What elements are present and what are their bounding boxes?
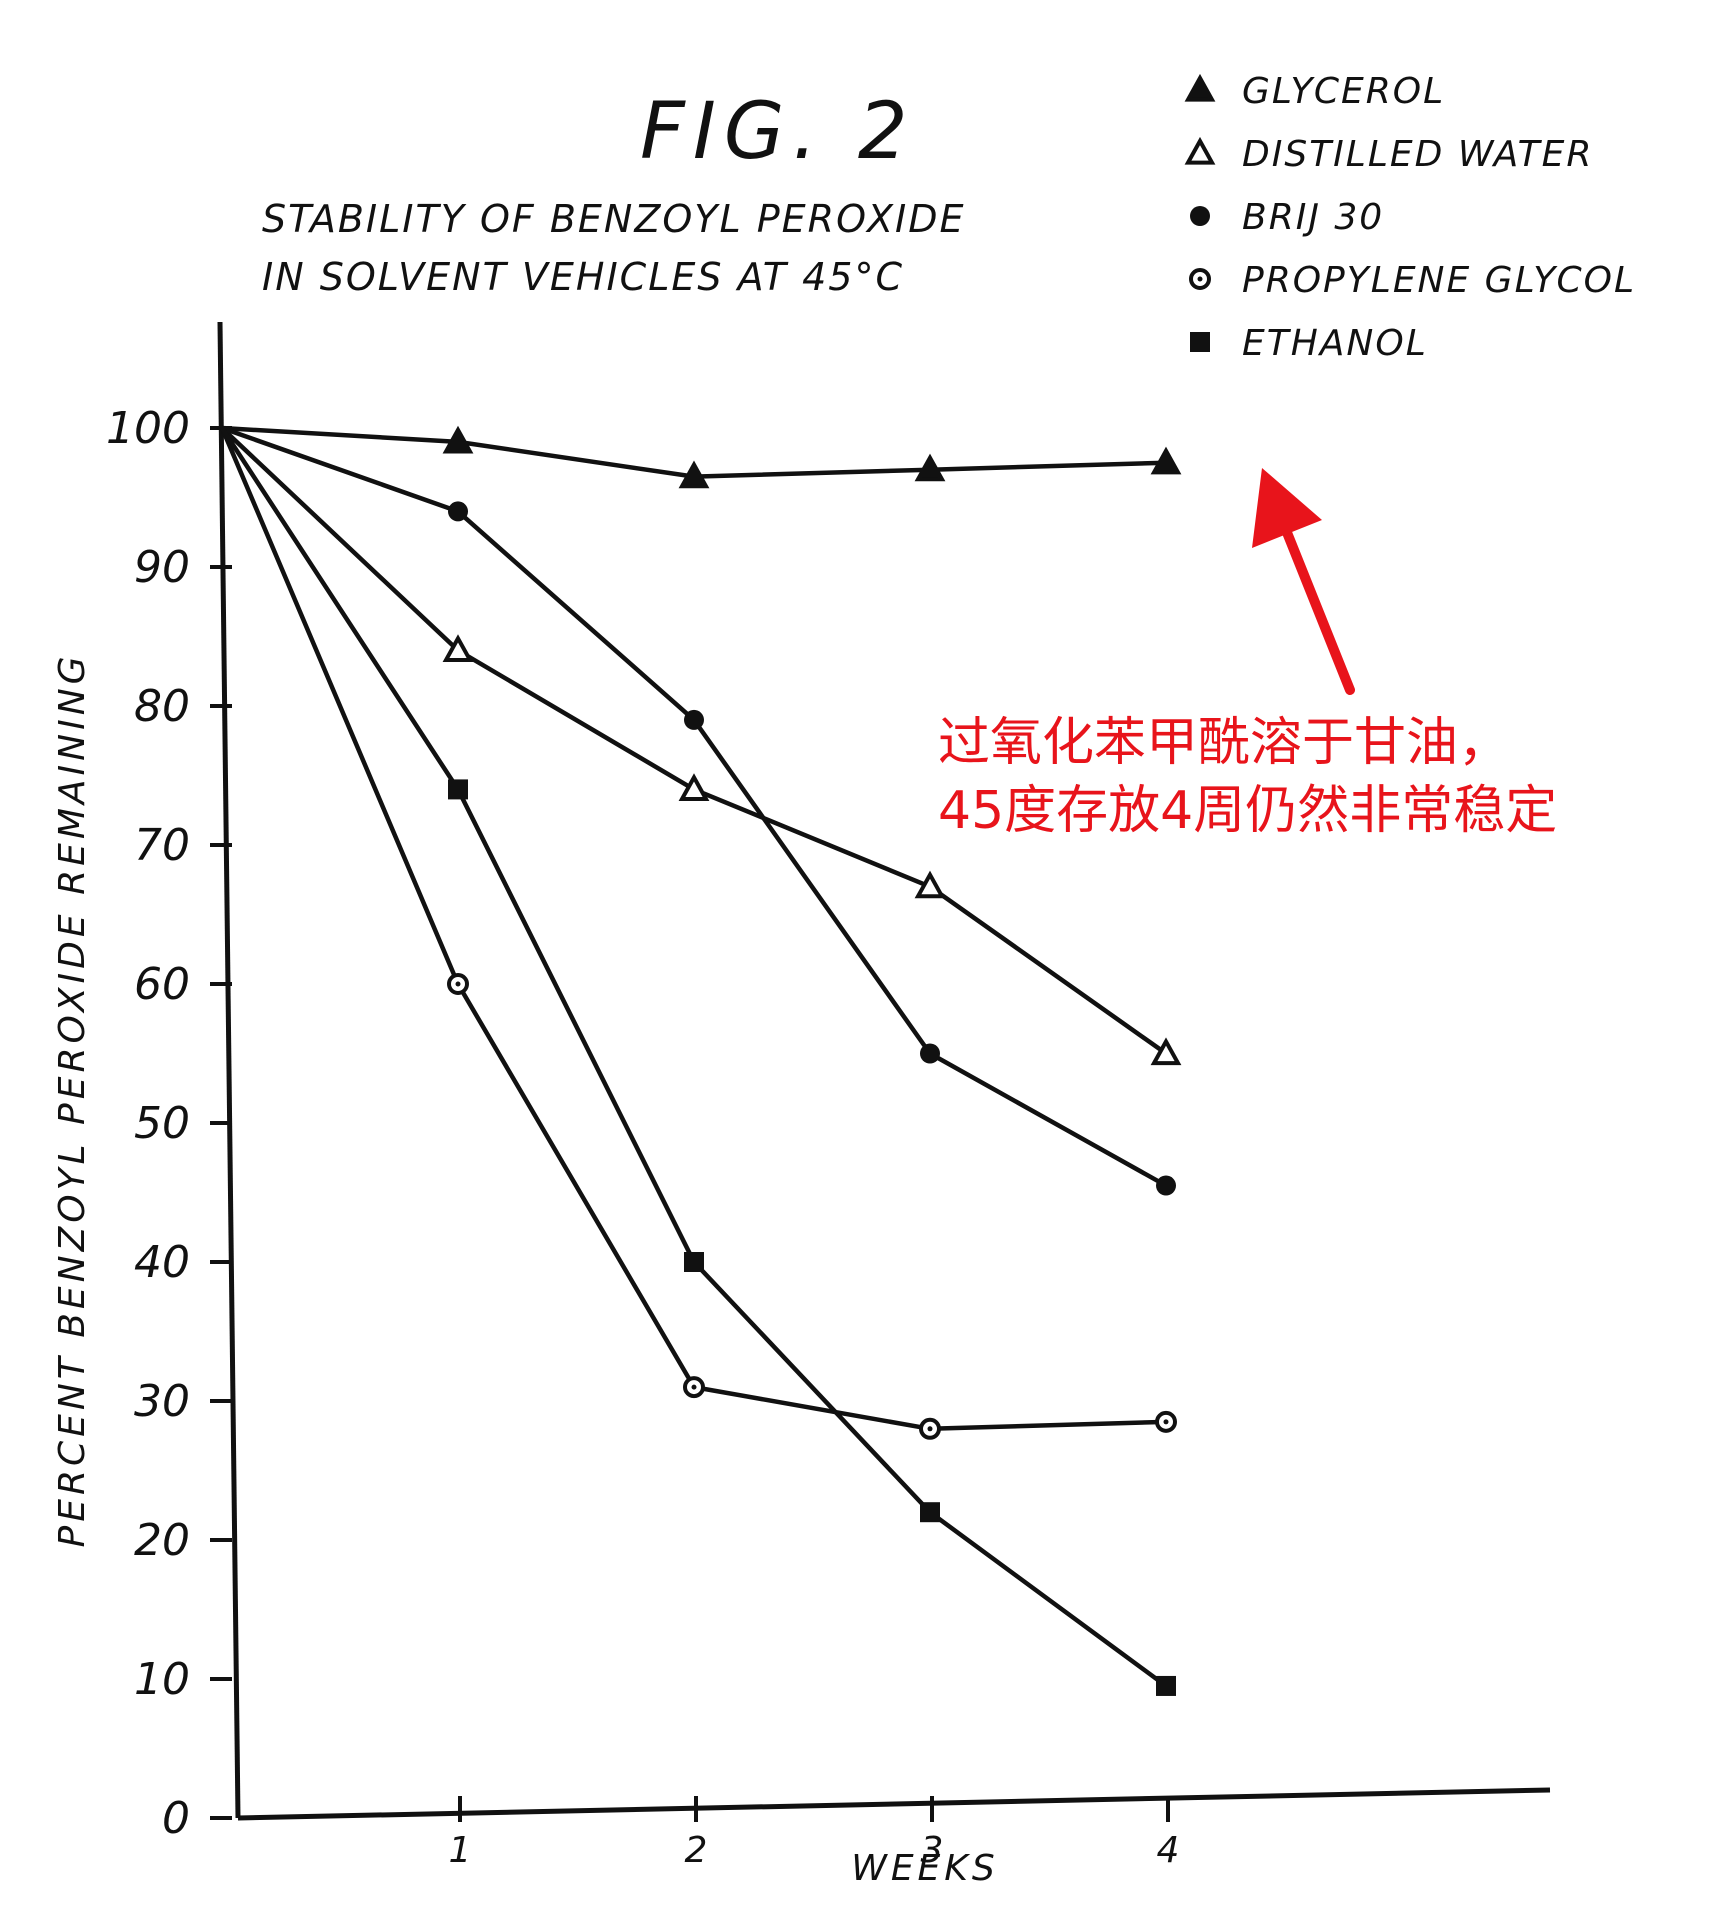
legend: GLYCEROL DISTILLED WATER BRIJ 30 PROPYLENE … [1184, 71, 1636, 364]
data-point-brij-30 [448, 501, 468, 522]
data-point-ethanol [1156, 1675, 1176, 1696]
data-point-propylene-glycol [683, 1376, 705, 1399]
legend-marker-propylene-glycol [1189, 268, 1211, 290]
series-markers [442, 425, 1182, 1696]
legend-marker-ethanol [1190, 332, 1210, 352]
x-tick-label: 1 [449, 1830, 472, 1871]
y-tick-label: 40 [134, 1237, 190, 1288]
legend-marker-glycerol [1184, 73, 1216, 102]
data-point-glycerol [914, 453, 946, 482]
data-point-propylene-glycol [447, 973, 469, 995]
x-tick-label: 2 [685, 1830, 708, 1871]
y-tick-label: 20 [134, 1515, 190, 1566]
legend-marker-brij-30 [1190, 206, 1210, 226]
legend-label-brij-30: BRIJ 30 [1242, 197, 1384, 238]
data-point-distilled-water [678, 773, 710, 801]
data-point-propylene-glycol [1155, 1410, 1177, 1433]
x-axis-ticks: 1 2 3 4 [449, 1796, 1180, 1871]
legend-label-propylene-glycol: PROPYLENE GLYCOL [1242, 260, 1636, 301]
legend-marker-distilled-water [1184, 136, 1216, 165]
x-axis-label: WEEKS [851, 1848, 999, 1889]
y-tick-label: 60 [134, 959, 190, 1010]
y-axis-label: PERCENT BENZOYL PEROXIDE REMAINING [52, 652, 93, 1547]
data-point-brij-30 [684, 709, 704, 730]
y-tick-label: 0 [162, 1793, 190, 1844]
data-point-distilled-water [1150, 1037, 1182, 1066]
y-tick-label: 50 [134, 1098, 190, 1149]
series-line-ethanol [220, 426, 1168, 1688]
x-tick-label: 4 [1157, 1830, 1180, 1871]
legend-label-distilled-water: DISTILLED WATER [1242, 134, 1593, 175]
y-tick-label: 80 [134, 681, 190, 732]
data-point-glycerol [678, 460, 710, 489]
y-tick-label: 100 [106, 403, 190, 454]
data-point-ethanol [448, 779, 468, 800]
data-point-glycerol [442, 425, 474, 454]
y-tick-label: 30 [134, 1376, 190, 1427]
legend-label-ethanol: ETHANOL [1242, 323, 1428, 364]
legend-label-glycerol: GLYCEROL [1242, 71, 1445, 112]
annotation-line-2: 45度存放4周仍然非常稳定 [938, 781, 1557, 841]
data-point-ethanol [684, 1252, 704, 1272]
data-point-ethanol [920, 1502, 940, 1523]
data-point-distilled-water [914, 870, 946, 899]
y-axis-line [217, 321, 241, 1819]
data-point-propylene-glycol [919, 1417, 941, 1440]
series-line-propylene-glycol [219, 427, 1167, 1432]
annotation-line-1: 过氧化苯甲酰溶于甘油， [938, 713, 1510, 773]
data-point-glycerol [1150, 446, 1182, 475]
data-point-distilled-water [442, 634, 474, 662]
data-point-brij-30 [1156, 1175, 1176, 1196]
y-tick-label: 70 [134, 820, 190, 871]
chart-title-line-1: STABILITY OF BENZOYL PEROXIDE [262, 197, 965, 241]
annotation-arrow [1252, 468, 1355, 695]
data-point-brij-30 [920, 1043, 940, 1064]
figure-label: FIG. 2 [640, 87, 916, 177]
series-lines [219, 425, 1168, 1688]
x-axis-line [237, 1787, 1551, 1821]
y-tick-label: 90 [134, 542, 190, 593]
chart-title-line-2: IN SOLVENT VEHICLES AT 45°C [262, 255, 904, 299]
y-axis-ticks: 0 10 20 30 40 50 60 70 80 90 100 [106, 403, 232, 1844]
x-tick-label: 3 [921, 1830, 944, 1871]
y-tick-label: 10 [134, 1654, 190, 1705]
